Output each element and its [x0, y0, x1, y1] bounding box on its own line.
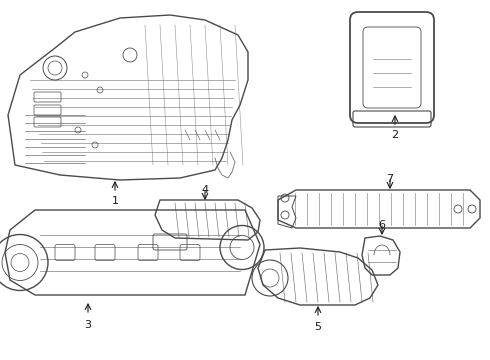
- Text: 1: 1: [112, 196, 119, 206]
- Text: 5: 5: [315, 322, 321, 332]
- Text: 3: 3: [84, 320, 92, 330]
- Text: 4: 4: [201, 185, 209, 195]
- Text: 2: 2: [392, 130, 398, 140]
- Text: 6: 6: [378, 220, 386, 230]
- Text: 7: 7: [387, 174, 393, 184]
